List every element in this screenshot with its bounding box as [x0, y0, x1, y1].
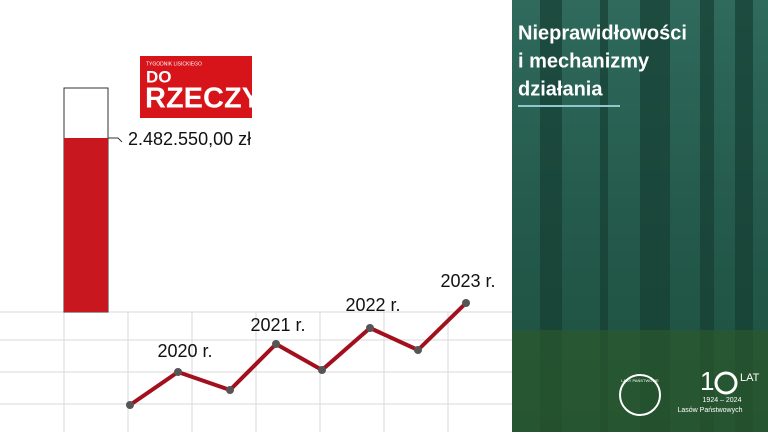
lp-badge: [619, 374, 661, 416]
connector: [108, 137, 123, 143]
logo-line1: DO: [146, 67, 172, 86]
bar-fill: [64, 138, 108, 312]
anniversary-period: 1924 – 2024: [703, 397, 742, 404]
grid: [0, 311, 512, 432]
logo-line2: RZECZY: [145, 83, 261, 115]
lp-label: LASY PAŃSTWOWE: [621, 378, 659, 383]
amount: 2.482.550,00 zł: [128, 129, 251, 149]
logo-small: TYGODNIK LISICKIEGO: [146, 61, 202, 67]
panel-title: Nieprawidłowości: [518, 22, 687, 44]
year-label: 2023 r.: [440, 271, 495, 291]
anniversary-ring: [714, 371, 738, 395]
anniversary-lat: LAT: [740, 372, 760, 384]
anniversary-org: Lasów Państwowych: [678, 407, 743, 414]
panel-title: i mechanizmy: [518, 50, 650, 72]
panel-title: działania: [518, 78, 603, 100]
logo-box: [140, 56, 252, 118]
year-label: 2020 r.: [157, 341, 212, 361]
trend-points: [126, 299, 470, 409]
year-label: 2022 r.: [345, 295, 400, 315]
anniversary-digits: 1: [700, 366, 714, 396]
year-label: 2021 r.: [250, 315, 305, 335]
trend-line: [128, 301, 468, 407]
